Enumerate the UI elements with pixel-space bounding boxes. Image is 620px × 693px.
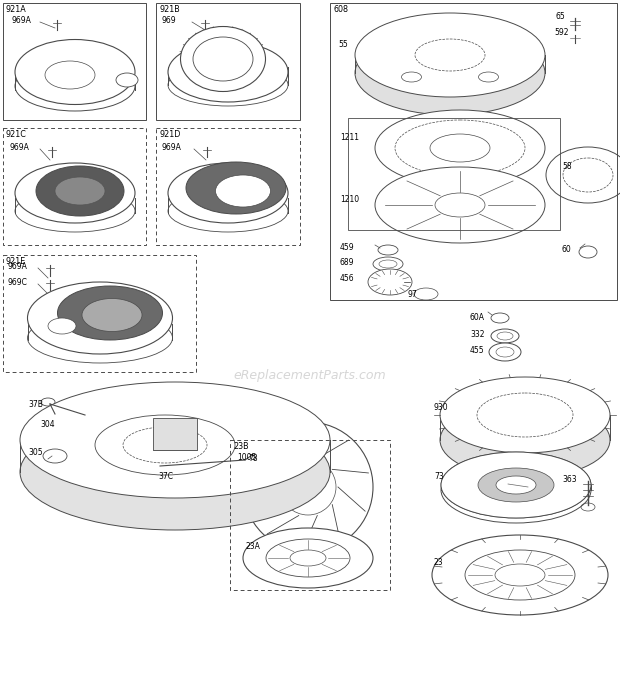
- Ellipse shape: [36, 166, 124, 216]
- Text: 921A: 921A: [6, 5, 27, 14]
- Ellipse shape: [375, 167, 545, 243]
- Ellipse shape: [546, 147, 620, 203]
- Ellipse shape: [168, 163, 288, 223]
- Ellipse shape: [441, 457, 591, 523]
- Ellipse shape: [375, 110, 545, 186]
- Ellipse shape: [193, 37, 253, 81]
- Text: 23: 23: [434, 558, 444, 567]
- Text: 969A: 969A: [10, 143, 30, 152]
- Ellipse shape: [402, 72, 422, 82]
- Text: 969A: 969A: [162, 143, 182, 152]
- Ellipse shape: [27, 282, 172, 354]
- Ellipse shape: [165, 426, 185, 438]
- Ellipse shape: [243, 422, 373, 552]
- Text: 459: 459: [340, 243, 355, 252]
- Text: 969: 969: [162, 16, 177, 25]
- Text: 456: 456: [340, 274, 355, 283]
- Text: 23B: 23B: [233, 442, 249, 451]
- Ellipse shape: [440, 402, 610, 478]
- Text: 37C: 37C: [158, 472, 173, 481]
- Ellipse shape: [441, 452, 591, 518]
- Ellipse shape: [58, 286, 162, 340]
- Text: 969A: 969A: [12, 16, 32, 25]
- Ellipse shape: [440, 377, 610, 453]
- Ellipse shape: [368, 269, 412, 295]
- Ellipse shape: [489, 343, 521, 361]
- Text: 305: 305: [28, 448, 43, 457]
- Text: 921E: 921E: [6, 257, 26, 266]
- Text: 1005: 1005: [237, 453, 257, 462]
- Ellipse shape: [290, 550, 326, 566]
- Text: 608: 608: [333, 5, 348, 14]
- Text: 592: 592: [554, 28, 569, 37]
- Ellipse shape: [441, 452, 591, 518]
- Text: 58: 58: [562, 162, 572, 171]
- Text: 930: 930: [434, 403, 449, 412]
- Ellipse shape: [180, 26, 265, 91]
- Text: eReplacementParts.com: eReplacementParts.com: [234, 369, 386, 382]
- Ellipse shape: [435, 193, 485, 217]
- Text: 969A: 969A: [8, 262, 28, 271]
- Bar: [153, 418, 197, 450]
- Text: 921C: 921C: [6, 130, 27, 139]
- Bar: [3, 3, 146, 120]
- Bar: [3, 128, 146, 245]
- Text: 1210: 1210: [340, 195, 359, 204]
- Ellipse shape: [15, 40, 135, 105]
- Text: 921B: 921B: [159, 5, 180, 14]
- Ellipse shape: [395, 120, 525, 176]
- Text: 455: 455: [470, 346, 485, 355]
- Ellipse shape: [82, 299, 142, 331]
- Text: 23A: 23A: [246, 542, 261, 551]
- Text: 55: 55: [338, 40, 348, 49]
- Text: 1211: 1211: [340, 133, 359, 142]
- Ellipse shape: [168, 42, 288, 102]
- Text: 304: 304: [40, 420, 55, 429]
- Ellipse shape: [355, 13, 545, 97]
- Ellipse shape: [432, 535, 608, 615]
- Ellipse shape: [55, 177, 105, 205]
- Text: 969C: 969C: [8, 278, 28, 287]
- Ellipse shape: [355, 31, 545, 115]
- Text: 689: 689: [340, 258, 355, 267]
- Text: 65: 65: [556, 12, 565, 21]
- Ellipse shape: [20, 382, 330, 498]
- Text: 78: 78: [248, 454, 258, 463]
- Ellipse shape: [116, 73, 138, 87]
- Text: 73: 73: [434, 472, 444, 481]
- Bar: [348, 118, 560, 230]
- Ellipse shape: [20, 414, 330, 530]
- Ellipse shape: [186, 162, 286, 214]
- Bar: [330, 3, 617, 300]
- Ellipse shape: [216, 175, 270, 207]
- Ellipse shape: [496, 476, 536, 494]
- Bar: [156, 3, 300, 120]
- Bar: [3, 255, 196, 372]
- Ellipse shape: [478, 468, 554, 502]
- Text: 97: 97: [408, 290, 418, 299]
- Ellipse shape: [48, 318, 76, 334]
- Text: 921D: 921D: [159, 130, 180, 139]
- Ellipse shape: [15, 163, 135, 223]
- Bar: [230, 440, 390, 590]
- Text: 37B: 37B: [28, 400, 43, 409]
- Ellipse shape: [243, 528, 373, 588]
- Text: 332: 332: [470, 330, 484, 339]
- Ellipse shape: [479, 72, 498, 82]
- Ellipse shape: [280, 459, 336, 515]
- Text: 60: 60: [562, 245, 572, 254]
- Text: 363: 363: [562, 475, 577, 484]
- Ellipse shape: [95, 415, 235, 475]
- Text: 60A: 60A: [470, 313, 485, 322]
- Bar: [156, 128, 300, 245]
